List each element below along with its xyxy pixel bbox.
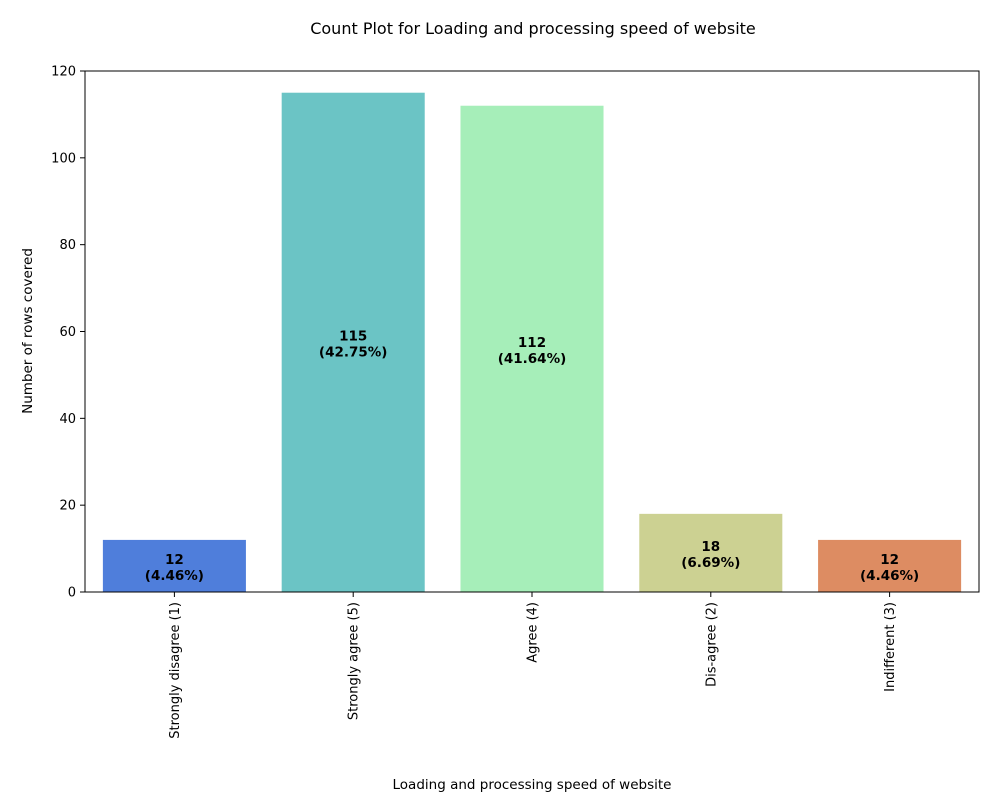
bar-value-label: 112: [518, 335, 546, 351]
bar-percent-label: (42.75%): [319, 344, 388, 360]
y-tick-label: 120: [51, 65, 76, 80]
bar: [818, 539, 962, 592]
y-tick-label: 60: [59, 325, 76, 340]
bar: [281, 92, 425, 592]
x-tick-label: Indifferent (3): [883, 602, 898, 692]
bar-value-label: 12: [165, 552, 184, 568]
y-tick-label: 0: [68, 586, 76, 601]
y-tick-label: 40: [59, 412, 76, 427]
bar: [102, 539, 246, 592]
x-axis-label: Loading and processing speed of website: [393, 777, 672, 793]
bar-percent-label: (4.46%): [145, 568, 204, 584]
bar-percent-label: (41.64%): [498, 351, 567, 367]
bar-value-label: 12: [880, 552, 899, 568]
bar-percent-label: (4.46%): [860, 568, 919, 584]
chart-title: Count Plot for Loading and processing sp…: [310, 19, 756, 38]
bar: [639, 513, 783, 592]
y-tick-label: 20: [59, 499, 76, 514]
x-axis-ticks: Strongly disagree (1) Strongly agree (5) A…: [168, 592, 898, 739]
x-tick-label: Agree (4): [526, 602, 541, 663]
bar-value-label: 18: [701, 539, 720, 555]
bar-value-label: 115: [339, 328, 367, 344]
x-tick-label: Strongly agree (5): [347, 602, 362, 720]
y-axis-label: Number of rows covered: [20, 248, 36, 414]
bar: [460, 105, 604, 592]
y-tick-label: 100: [51, 151, 76, 166]
x-tick-label: Dis-agree (2): [704, 602, 719, 687]
bar-percent-label: (6.69%): [681, 555, 740, 571]
y-tick-label: 80: [59, 238, 76, 253]
bars-layer: [102, 92, 962, 592]
y-axis-ticks: 0 20 40 60 80 100 120: [51, 65, 85, 601]
plot-area-frame: [84, 70, 980, 593]
bar-value-labels: 12(4.46%)115(42.75%)112(41.64%)18(6.69%)…: [145, 328, 919, 584]
x-tick-label: Strongly disagree (1): [168, 602, 183, 739]
